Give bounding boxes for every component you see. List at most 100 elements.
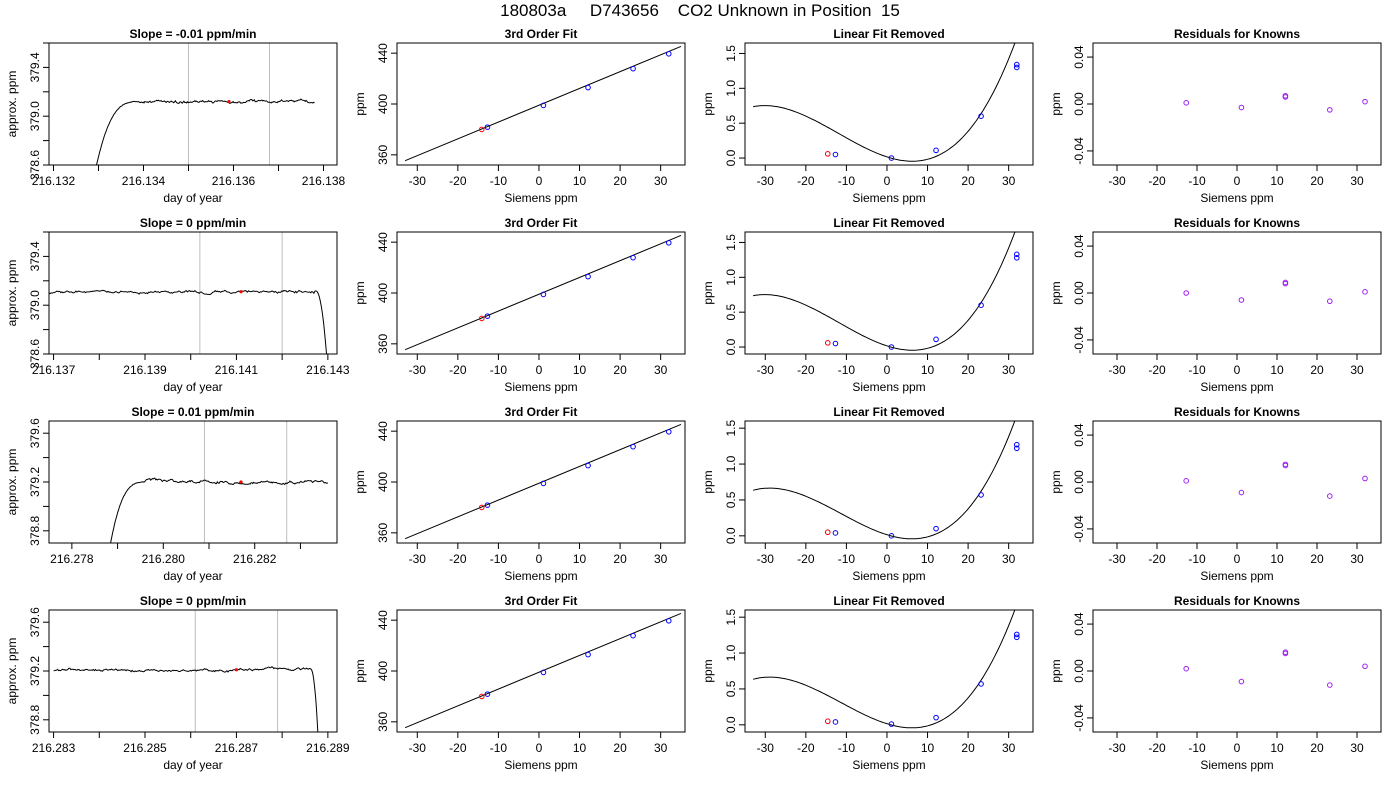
x-tick-label: -20: [449, 741, 467, 755]
known-point: [888, 344, 895, 350]
x-tick-label: 30: [654, 741, 668, 755]
panel-title: Residuals for Knowns: [1174, 216, 1300, 230]
x-tick-label: 216.136: [212, 174, 256, 188]
panel-title: 3rd Order Fit: [505, 216, 578, 230]
plot-frame: [48, 609, 338, 733]
y-axis-label: ppm: [1049, 281, 1063, 304]
ppm-trace: [53, 666, 319, 732]
panel-r3-time: Slope = 0.01 ppm/min 216.278 216.280 216.28…: [5, 405, 338, 583]
x-tick-label: 0: [884, 741, 891, 755]
x-tick-label: 10: [573, 363, 587, 377]
known-point: [585, 651, 591, 658]
y-tick-label: 379.0: [28, 290, 42, 320]
unknown-point: [478, 315, 485, 322]
plot-area: [404, 45, 682, 162]
x-tick-label: -10: [490, 174, 508, 188]
x-tick-label: 20: [1310, 741, 1324, 755]
x-tick-label: 216.143: [306, 363, 350, 377]
y-tick-label: -0.04: [1072, 515, 1086, 543]
residual-point: [1282, 279, 1289, 286]
x-tick-label: 216.282: [233, 552, 277, 566]
x-tick-label: 216.141: [215, 363, 259, 377]
x-tick-label: 216.137: [32, 363, 76, 377]
x-tick-label: 0: [536, 174, 543, 188]
y-tick-label: 1.0: [724, 455, 738, 472]
y-tick-label: 379.6: [28, 607, 42, 637]
y-tick-label: 360: [376, 145, 390, 165]
y-tick-label: 378.6: [28, 150, 42, 180]
x-tick-label: 0: [884, 174, 891, 188]
y-tick-label: 0.04: [1072, 234, 1086, 258]
unknown-point: [824, 529, 831, 536]
y-axis-label: ppm: [353, 470, 367, 493]
x-tick-label: 20: [961, 174, 975, 188]
residual-point: [1238, 297, 1245, 303]
y-tick-label: 0.0: [724, 338, 738, 355]
cubic-curve: [752, 610, 1016, 729]
y-tick-label: 0.04: [1072, 45, 1086, 69]
x-tick-label: 30: [1350, 741, 1364, 755]
residual-point: [1238, 678, 1245, 685]
x-tick-label: 0: [536, 741, 543, 755]
x-axis-label: Siemens ppm: [852, 758, 925, 772]
residual-point: [1327, 107, 1333, 113]
x-tick-label: -10: [1188, 552, 1206, 566]
panel-r2-time: Slope = 0 ppm/min 216.137 216.139 216.141 21…: [5, 216, 350, 394]
unknown-marker: [239, 480, 243, 484]
panel-title: Slope = 0 ppm/min: [140, 216, 246, 230]
plot-area: [95, 98, 315, 165]
y-tick-label: 0.0: [724, 716, 738, 733]
y-tick-label: 378.6: [28, 339, 42, 369]
x-tick-label: -30: [757, 741, 775, 755]
residual-point: [1362, 289, 1368, 295]
unknown-point: [478, 504, 485, 511]
plot-frame: [396, 231, 686, 355]
x-tick-label: 20: [613, 552, 627, 566]
y-tick-label: 1.5: [724, 609, 738, 626]
y-tick-label: 360: [376, 523, 390, 543]
residual-point: [1183, 290, 1189, 296]
x-tick-label: 216.285: [123, 741, 167, 755]
panel-r2-linrem: Linear Fit Removed -30 -20 -10 0 10 20 30 0.0 0.5…: [701, 216, 1034, 394]
plot-area: [49, 289, 328, 354]
residual-point: [1327, 682, 1333, 688]
x-tick-label: -10: [490, 363, 508, 377]
y-axis-label: ppm: [1049, 659, 1063, 682]
known-point: [933, 714, 939, 721]
y-axis-label: ppm: [353, 92, 367, 115]
x-tick-label: -10: [838, 174, 856, 188]
panel-title: Residuals for Knowns: [1174, 405, 1300, 419]
plot-frame: [1092, 609, 1382, 733]
x-tick-label: 30: [654, 363, 668, 377]
known-point: [540, 669, 547, 676]
x-tick-label: -10: [838, 741, 856, 755]
unknown-point: [824, 340, 831, 346]
y-tick-label: 1.5: [724, 420, 738, 437]
x-tick-label: -30: [757, 552, 775, 566]
ppm-trace: [95, 98, 315, 165]
x-tick-label: 10: [921, 741, 935, 755]
x-tick-label: -20: [797, 552, 815, 566]
panel-title: Residuals for Knowns: [1174, 594, 1300, 608]
panel-title: Slope = -0.01 ppm/min: [129, 27, 256, 41]
known-point: [933, 336, 939, 343]
residual-point: [1238, 489, 1245, 496]
plot-frame: [744, 231, 1034, 355]
known-point: [665, 429, 672, 435]
x-tick-label: -30: [409, 363, 427, 377]
x-axis-label: Siemens ppm: [1200, 758, 1273, 772]
known-point: [585, 84, 591, 91]
x-tick-label: 20: [1310, 363, 1324, 377]
x-axis-label: Siemens ppm: [504, 758, 577, 772]
x-tick-label: 0: [884, 363, 891, 377]
plot-area: [53, 666, 319, 732]
residual-point: [1362, 475, 1368, 482]
x-axis-label: Siemens ppm: [1200, 191, 1273, 205]
y-tick-label: 379.4: [28, 241, 42, 271]
x-tick-label: 30: [654, 552, 668, 566]
known-point: [1013, 441, 1020, 448]
plot-frame: [48, 231, 338, 355]
x-tick-label: 10: [1270, 174, 1284, 188]
x-tick-label: -30: [1108, 741, 1126, 755]
known-point: [484, 313, 491, 319]
